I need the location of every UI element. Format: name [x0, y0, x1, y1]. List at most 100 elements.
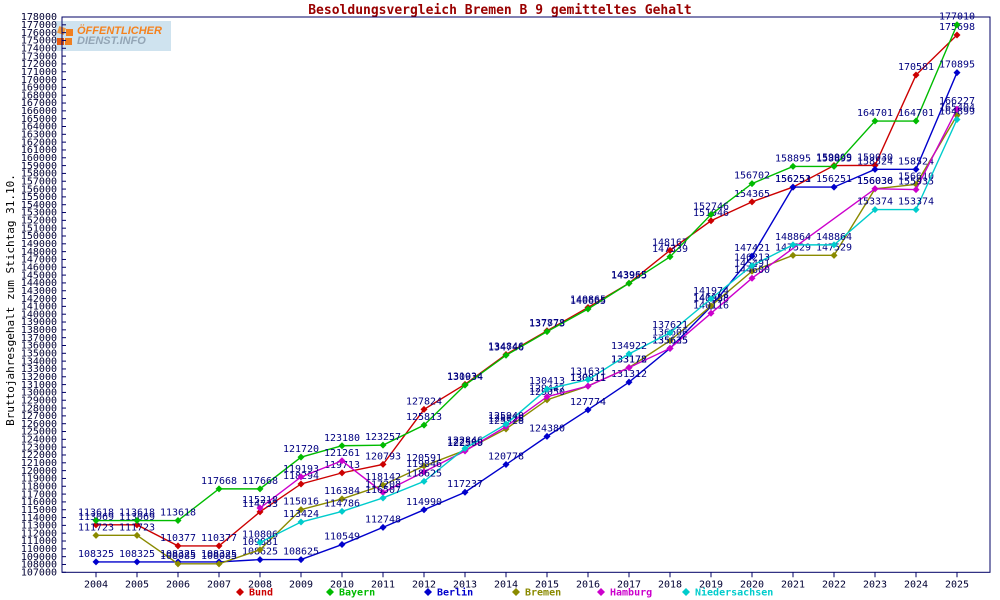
- data-point-berlin: [789, 183, 797, 191]
- y-tick-label: 133000: [21, 364, 57, 375]
- x-tick-label: 2006: [166, 579, 190, 590]
- y-tick-label: 150000: [21, 231, 57, 242]
- data-point-label-berlin: 112748: [365, 514, 401, 525]
- x-tick-label: 2019: [699, 579, 723, 590]
- y-tick-label: 121000: [21, 458, 57, 469]
- data-point-niedersachsen: [256, 539, 264, 547]
- data-point-berlin: [461, 488, 469, 496]
- data-point-bayern: [830, 162, 838, 170]
- y-tick-label: 138000: [21, 325, 57, 336]
- y-tick-label: 112000: [21, 528, 57, 539]
- y-tick-label: 173000: [21, 51, 57, 62]
- data-point-label-bayern: 164701: [898, 108, 934, 119]
- data-point-label-berlin: 158524: [898, 156, 934, 167]
- data-point-berlin: [256, 556, 264, 564]
- data-point-bayern: [420, 421, 428, 429]
- data-point-label-berlin: 108325: [119, 549, 155, 560]
- data-point-label-bayern: 113618: [78, 508, 114, 519]
- data-point-hamburg: [584, 382, 592, 390]
- data-point-label-hamburg: 122509: [447, 438, 483, 449]
- data-point-label-bund: 159009: [816, 153, 852, 164]
- data-point-bremen: [133, 531, 141, 539]
- data-point-label-bund: 127824: [406, 396, 442, 407]
- data-point-label-bremen: 115016: [283, 497, 319, 508]
- data-point-hamburg: [707, 309, 715, 317]
- data-point-hamburg: [625, 364, 633, 372]
- data-point-label-hamburg: 140116: [693, 300, 729, 311]
- y-tick-label: 132000: [21, 372, 57, 383]
- y-tick-label: 152000: [21, 216, 57, 227]
- data-point-berlin: [297, 556, 305, 564]
- data-point-label-berlin: 127774: [570, 397, 606, 408]
- data-point-label-niedersachsen: 122846: [447, 435, 483, 446]
- data-point-bayern: [256, 485, 264, 493]
- series-line-hamburg: [259, 108, 958, 509]
- data-point-label-bremen: 108085: [201, 551, 237, 562]
- y-tick-label: 161000: [21, 145, 57, 156]
- y-tick-label: 124000: [21, 435, 57, 446]
- data-point-label-niedersachsen: 110806: [242, 530, 278, 541]
- data-point-label-berlin: 108325: [78, 549, 114, 560]
- y-tick-label: 140000: [21, 309, 57, 320]
- data-point-label-berlin: 147421: [734, 243, 770, 254]
- data-point-bremen: [174, 560, 182, 568]
- data-point-hamburg: [256, 504, 264, 512]
- y-tick-label: 144000: [21, 278, 57, 289]
- legend-marker-bremen: [512, 588, 520, 596]
- plot-frame: [61, 16, 991, 573]
- x-tick-label: 2008: [248, 579, 272, 590]
- data-point-berlin: [912, 165, 920, 173]
- data-point-label-niedersachsen: 134922: [611, 341, 647, 352]
- data-point-label-bund: 131034: [447, 371, 483, 382]
- data-point-label-hamburg: 121261: [324, 448, 360, 459]
- data-point-label-hamburg: 156036: [857, 176, 893, 187]
- y-axis-title: Bruttojahresgehalt zum Stichtag 31.10.: [4, 174, 17, 426]
- data-point-bund: [133, 521, 141, 529]
- data-point-label-niedersachsen: 114786: [324, 498, 360, 509]
- data-point-label-bayern: 152746: [693, 202, 729, 213]
- data-point-label-bremen: 111723: [78, 522, 114, 533]
- data-point-bund: [707, 217, 715, 225]
- data-point-hamburg: [666, 344, 674, 352]
- data-point-label-bayern: 137773: [529, 319, 565, 330]
- data-point-label-bund: 114733: [242, 499, 278, 510]
- legend-label-hamburg: Hamburg: [610, 588, 652, 599]
- data-point-niedersachsen: [912, 206, 920, 214]
- data-point-bremen: [748, 267, 756, 275]
- data-point-label-hamburg: 135635: [652, 335, 688, 346]
- data-point-label-hamburg: 115218: [242, 495, 278, 506]
- logo-text: ÖFFENTLICHER DIENST.INFO: [77, 26, 162, 47]
- data-point-bayern: [379, 441, 387, 449]
- data-point-niedersachsen: [871, 206, 879, 214]
- data-point-label-hamburg: 155935: [898, 177, 934, 188]
- data-point-bund: [871, 161, 879, 169]
- data-point-label-niedersachsen: 148864: [816, 232, 852, 243]
- data-point-hamburg: [297, 473, 305, 481]
- y-tick-label: 166000: [21, 106, 57, 117]
- data-point-bayern: [871, 117, 879, 125]
- data-point-bayern: [748, 180, 756, 188]
- data-point-label-niedersachsen: 153374: [898, 197, 934, 208]
- data-point-bund: [92, 521, 100, 529]
- data-point-berlin: [502, 461, 510, 469]
- data-point-hamburg: [338, 457, 346, 465]
- y-tick-label: 119000: [21, 474, 57, 485]
- site-logo: ÖFFENTLICHER DIENST.INFO: [55, 21, 171, 51]
- data-point-label-bayern: 158895: [816, 153, 852, 164]
- data-point-hamburg: [748, 274, 756, 282]
- x-tick-label: 2005: [125, 579, 149, 590]
- data-point-hamburg: [543, 393, 551, 401]
- data-point-bund: [297, 480, 305, 488]
- y-tick-label: 163000: [21, 130, 57, 141]
- data-point-label-niedersachsen: 148864: [775, 232, 811, 243]
- data-point-niedersachsen: [789, 241, 797, 249]
- y-tick-label: 170000: [21, 75, 57, 86]
- data-point-bayern: [666, 253, 674, 261]
- y-tick-label: 137000: [21, 333, 57, 344]
- data-point-bremen: [707, 302, 715, 310]
- series-line-niedersachsen: [259, 119, 958, 544]
- data-point-hamburg: [871, 185, 879, 193]
- y-tick-label: 125000: [21, 427, 57, 438]
- data-point-bremen: [379, 481, 387, 489]
- data-point-label-bund: 143965: [611, 270, 647, 281]
